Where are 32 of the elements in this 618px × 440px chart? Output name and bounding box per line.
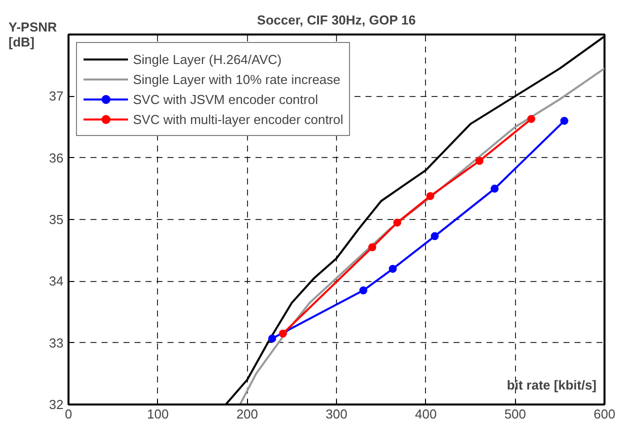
y-tick-label: 33	[49, 335, 64, 350]
point	[490, 184, 499, 193]
y-axis-title: Y-PSNR [dB]	[8, 20, 58, 50]
point	[426, 192, 434, 200]
point	[430, 232, 439, 240]
x-tick-label: 300	[326, 406, 348, 422]
y-tick-label: 37	[49, 88, 64, 104]
point	[393, 218, 402, 227]
point	[560, 116, 568, 125]
legend-label: Single Layer with 10% rate increase	[133, 70, 340, 88]
x-tick-label: 200	[236, 406, 258, 422]
point	[388, 264, 397, 273]
x-tick-label: 400	[414, 406, 437, 422]
point	[527, 114, 536, 123]
x-tick-label: 600	[594, 406, 616, 422]
x-axis-title: bit rate [kbit/s]	[506, 378, 597, 392]
y-tick-label: 32	[49, 397, 64, 412]
point	[268, 334, 276, 343]
x-tick-label: 500	[504, 406, 526, 422]
legend-label: SVC with multi-layer encoder control	[133, 110, 344, 128]
x-tick-label: 0	[64, 406, 72, 422]
point	[475, 156, 484, 165]
chart-title: Soccer, CIF 30Hz, GOP 16	[257, 12, 416, 28]
legend-label: SVC with JSVM encoder control	[133, 90, 318, 108]
point	[359, 286, 368, 294]
y-tick-label: 34	[49, 274, 64, 289]
y-tick-label: 36	[49, 150, 64, 166]
legend-label: Single Layer (H.264/AVC)	[133, 50, 282, 68]
x-tick-label: 100	[146, 406, 169, 422]
point	[368, 243, 376, 252]
point	[278, 330, 287, 338]
y-tick-label: 35	[49, 212, 64, 227]
